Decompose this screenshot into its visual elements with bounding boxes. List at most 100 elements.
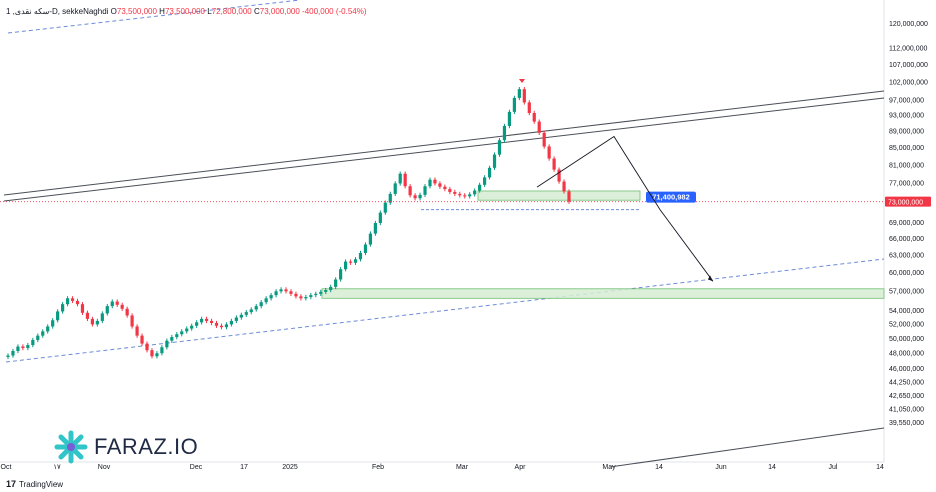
faraz-watermark: FARAZ.IO — [54, 430, 198, 464]
candle — [304, 297, 308, 299]
faraz-logo-icon — [54, 430, 88, 464]
candle — [264, 298, 268, 303]
x-tick-label: ۱۷ — [53, 464, 61, 471]
y-tick-label: 89,000,000 — [889, 128, 924, 135]
low-value: 72,800,000 — [211, 7, 252, 16]
y-tick-label: 102,000,000 — [889, 79, 928, 86]
candle — [36, 335, 40, 340]
y-tick-label: 107,000,000 — [889, 62, 928, 69]
candle — [309, 295, 313, 298]
candle — [274, 291, 278, 296]
channel-upper-line — [3, 90, 885, 196]
y-tick-label: 77,000,000 — [889, 180, 924, 187]
candle — [339, 269, 343, 280]
support-dashed-trend-line — [5, 258, 885, 363]
candle — [552, 158, 556, 170]
close-value: 73,000,000 — [259, 7, 300, 16]
candle — [224, 324, 229, 328]
candle — [438, 183, 442, 187]
candle — [145, 343, 149, 351]
last-price-badge — [885, 196, 931, 207]
candle — [90, 318, 94, 325]
candle — [95, 320, 99, 325]
ohlc-legend: 1 ,سکه نقدی-D, sekkeNaghdi O73,500,000 H… — [6, 7, 367, 16]
candle — [234, 317, 238, 321]
candle — [373, 222, 377, 234]
y-tick-label: 63,000,000 — [889, 253, 924, 260]
change-value: -400,000 (-0.54%) — [302, 7, 367, 16]
x-tick-label: Oct — [1, 464, 12, 471]
tradingview-label: TradingView — [19, 479, 64, 489]
candle — [11, 350, 15, 356]
channel-lower-line — [3, 97, 885, 202]
candle — [41, 331, 45, 336]
tradingview-logo-icon: 17 — [6, 479, 17, 489]
candle — [26, 345, 30, 349]
x-tick-label: May — [602, 464, 616, 471]
candle — [284, 289, 288, 292]
candle — [557, 169, 561, 182]
candle — [254, 306, 258, 310]
candle — [567, 191, 571, 202]
y-tick-label: 48,000,000 — [889, 350, 924, 357]
candle — [170, 337, 174, 341]
x-tick-label: Dec — [190, 464, 203, 471]
candle — [383, 202, 387, 213]
candle — [249, 309, 253, 313]
y-tick-label: 60,000,000 — [889, 270, 924, 277]
candle — [448, 189, 452, 192]
candle — [507, 111, 512, 126]
candle — [329, 286, 333, 291]
candle — [85, 312, 90, 319]
watermark-text: FARAZ.IO — [94, 434, 199, 459]
x-tick-label: 14 — [655, 464, 663, 471]
candle — [517, 89, 521, 98]
demand-zone — [321, 288, 885, 299]
candle — [502, 125, 507, 141]
y-tick-label: 97,000,000 — [889, 97, 924, 104]
x-tick-label: 17 — [240, 464, 248, 471]
last-price-label: 73,000,000 — [888, 200, 923, 207]
candle — [51, 320, 55, 327]
candle — [428, 179, 432, 187]
candle — [289, 291, 293, 294]
y-tick-label: 120,000,000 — [889, 21, 928, 28]
candle — [418, 194, 422, 199]
candle — [105, 306, 109, 314]
lower-trend-line — [609, 427, 885, 468]
candle — [175, 334, 179, 338]
target-label: 71,400,982 — [652, 193, 690, 202]
candle — [120, 304, 124, 309]
candle — [403, 173, 407, 187]
high-value: 73,500,000 — [164, 7, 205, 16]
y-tick-label: 50,000,000 — [889, 336, 924, 343]
candle — [363, 244, 368, 253]
candle — [150, 350, 154, 357]
x-tick-label: 2025 — [282, 464, 298, 471]
candle — [204, 318, 209, 321]
candle — [229, 320, 234, 325]
tradingview-brand[interactable]: 17 TradingView — [6, 479, 63, 489]
candle — [443, 186, 447, 190]
candle — [408, 186, 412, 196]
candle — [512, 97, 516, 112]
x-tick-label: Apr — [515, 464, 527, 471]
candle — [433, 179, 437, 184]
candle — [348, 261, 353, 263]
candle — [209, 320, 214, 323]
candle — [324, 290, 328, 292]
y-tick-label: 81,000,000 — [889, 162, 924, 169]
candle — [388, 193, 392, 203]
candle — [160, 347, 164, 354]
demand-zone — [477, 190, 641, 201]
candle — [343, 261, 348, 270]
candle — [239, 314, 243, 318]
candle — [16, 346, 20, 351]
candle — [190, 325, 194, 329]
candle — [468, 194, 472, 197]
candle — [314, 293, 318, 296]
candle — [378, 212, 382, 223]
candle — [61, 304, 65, 312]
candle — [532, 113, 536, 122]
